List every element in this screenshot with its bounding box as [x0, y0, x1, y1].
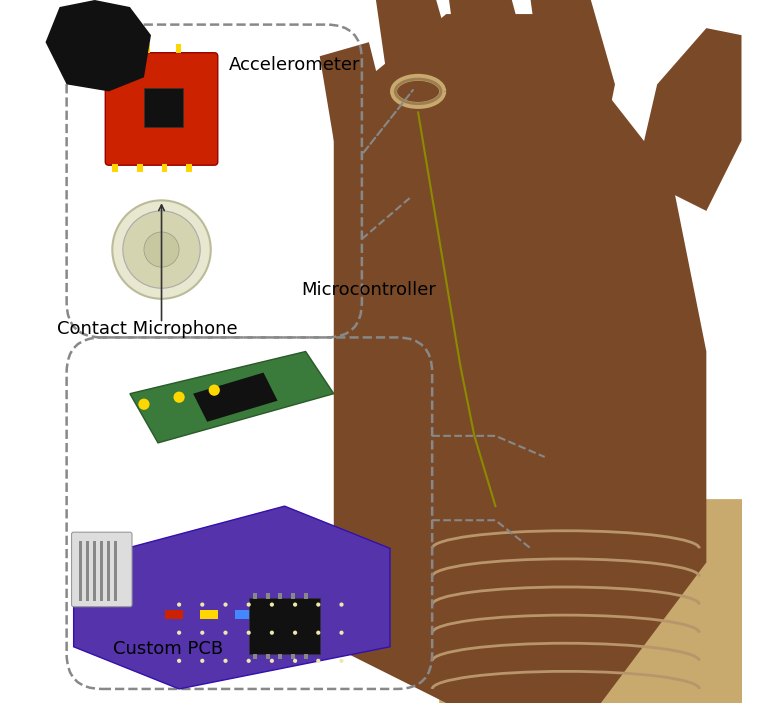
Bar	[250, 598, 320, 654]
Bar	[107, 541, 110, 601]
Polygon shape	[636, 28, 742, 211]
FancyBboxPatch shape	[439, 499, 749, 703]
Circle shape	[270, 631, 274, 635]
Circle shape	[138, 399, 150, 410]
FancyBboxPatch shape	[72, 532, 132, 607]
Polygon shape	[446, 0, 530, 127]
Bar	[278, 593, 282, 599]
Bar	[278, 654, 282, 659]
Circle shape	[223, 631, 228, 635]
Bar	[112, 44, 118, 53]
Bar	[93, 541, 96, 601]
Bar	[303, 654, 308, 659]
Circle shape	[223, 602, 228, 607]
Circle shape	[246, 602, 251, 607]
Circle shape	[293, 631, 297, 635]
Circle shape	[123, 211, 200, 288]
FancyBboxPatch shape	[105, 53, 218, 165]
Circle shape	[200, 631, 204, 635]
Bar	[186, 164, 192, 172]
Circle shape	[177, 659, 181, 663]
Bar	[86, 541, 89, 601]
Circle shape	[246, 631, 251, 635]
Text: Contact Microphone: Contact Microphone	[57, 320, 238, 338]
Circle shape	[223, 659, 228, 663]
Circle shape	[246, 659, 251, 663]
Polygon shape	[193, 373, 278, 422]
Circle shape	[208, 385, 220, 396]
Bar	[161, 164, 167, 172]
Polygon shape	[320, 42, 390, 183]
Circle shape	[316, 602, 321, 607]
Bar	[265, 593, 270, 599]
Polygon shape	[530, 0, 615, 155]
Bar	[165, 610, 183, 619]
Circle shape	[316, 631, 321, 635]
Circle shape	[177, 602, 181, 607]
Circle shape	[177, 631, 181, 635]
Bar	[265, 654, 270, 659]
Bar	[112, 164, 118, 172]
Bar	[303, 593, 308, 599]
Bar	[253, 654, 257, 659]
Bar	[144, 88, 183, 127]
Polygon shape	[376, 0, 460, 141]
Circle shape	[339, 631, 344, 635]
Bar	[144, 44, 150, 53]
Circle shape	[200, 602, 204, 607]
Circle shape	[339, 602, 344, 607]
Bar	[100, 541, 103, 601]
Circle shape	[316, 659, 321, 663]
Circle shape	[173, 392, 185, 403]
Bar	[200, 610, 218, 619]
Bar	[79, 541, 82, 601]
Bar	[114, 541, 117, 601]
Circle shape	[112, 200, 211, 299]
Circle shape	[339, 659, 344, 663]
Text: Microcontroller: Microcontroller	[302, 280, 436, 299]
Bar	[176, 44, 181, 53]
Circle shape	[200, 659, 204, 663]
Bar	[236, 610, 253, 619]
Bar	[271, 610, 288, 619]
Circle shape	[270, 602, 274, 607]
Polygon shape	[334, 14, 707, 703]
Bar	[291, 654, 295, 659]
Bar	[253, 593, 257, 599]
Text: Custom PCB: Custom PCB	[114, 640, 224, 658]
Text: Accelerometer: Accelerometer	[229, 56, 361, 74]
Circle shape	[144, 232, 179, 267]
Bar	[291, 593, 295, 599]
Polygon shape	[130, 352, 334, 443]
Circle shape	[270, 659, 274, 663]
Circle shape	[293, 659, 297, 663]
Polygon shape	[45, 0, 151, 91]
Polygon shape	[73, 506, 390, 689]
Bar	[137, 164, 143, 172]
Circle shape	[293, 602, 297, 607]
